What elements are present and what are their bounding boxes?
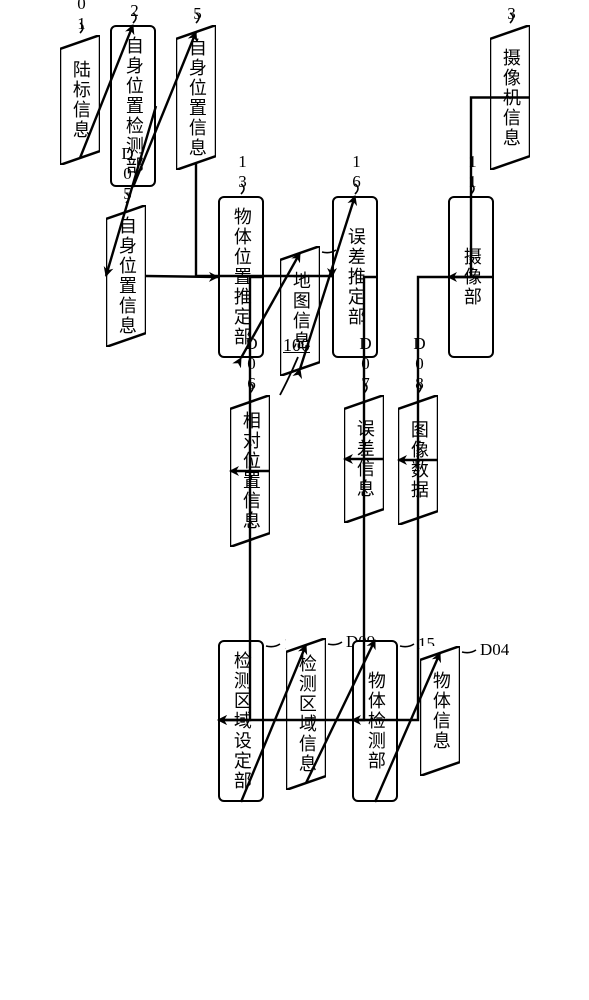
node-label: D06 — [241, 334, 261, 394]
node-text: 地图信息 — [290, 271, 310, 351]
node-label: 11 — [462, 152, 482, 192]
node-b14: 检测区域设定部 — [218, 640, 264, 802]
node-label: 16 — [346, 152, 366, 192]
node-text: 自身位置信息 — [186, 38, 206, 158]
node-d01: 陆标信息 — [60, 35, 100, 165]
node-text: 物体检测部 — [365, 671, 385, 771]
node-text: 相对位置信息 — [240, 411, 260, 531]
node-text: 陆标信息 — [70, 60, 90, 140]
node-text: 物体信息 — [430, 671, 450, 751]
node-label: 13 — [232, 152, 252, 192]
node-text: 摄像部 — [461, 247, 481, 307]
node-d03: 摄像机信息 — [490, 25, 530, 170]
node-text: 物体位置推定部 — [231, 207, 251, 347]
node-text: 摄像机信息 — [500, 48, 520, 148]
node-text: 检测区域设定部 — [231, 651, 251, 791]
node-d05b: 自身位置信息 — [176, 25, 216, 170]
node-text: 图像数据 — [408, 420, 428, 500]
node-b11: 摄像部 — [448, 196, 494, 358]
node-d09: 检测区域信息 — [286, 638, 326, 790]
node-d05a: 自身位置信息 — [106, 205, 146, 347]
node-d06: 相对位置信息 — [230, 395, 270, 547]
node-text: 误差推定部 — [345, 227, 365, 327]
arrow — [146, 276, 218, 277]
node-text: 检测区域信息 — [296, 654, 316, 774]
node-text: 误差信息 — [354, 419, 374, 499]
node-d02: 地图信息 — [280, 246, 320, 376]
node-label: D01 — [71, 0, 91, 34]
node-label: D08 — [409, 334, 429, 394]
node-d08: 图像数据 — [398, 395, 438, 525]
node-label: D04 — [480, 640, 509, 660]
node-d04: 物体信息 — [420, 646, 460, 776]
node-label: 12 — [124, 0, 144, 21]
node-label: D03 — [501, 0, 521, 24]
node-label: D05 — [187, 0, 207, 24]
node-label: D07 — [355, 334, 375, 394]
node-d07: 误差信息 — [344, 395, 384, 523]
node-b15: 物体检测部 — [352, 640, 398, 802]
node-label: D05 — [117, 144, 137, 204]
node-text: 自身位置信息 — [116, 216, 136, 336]
